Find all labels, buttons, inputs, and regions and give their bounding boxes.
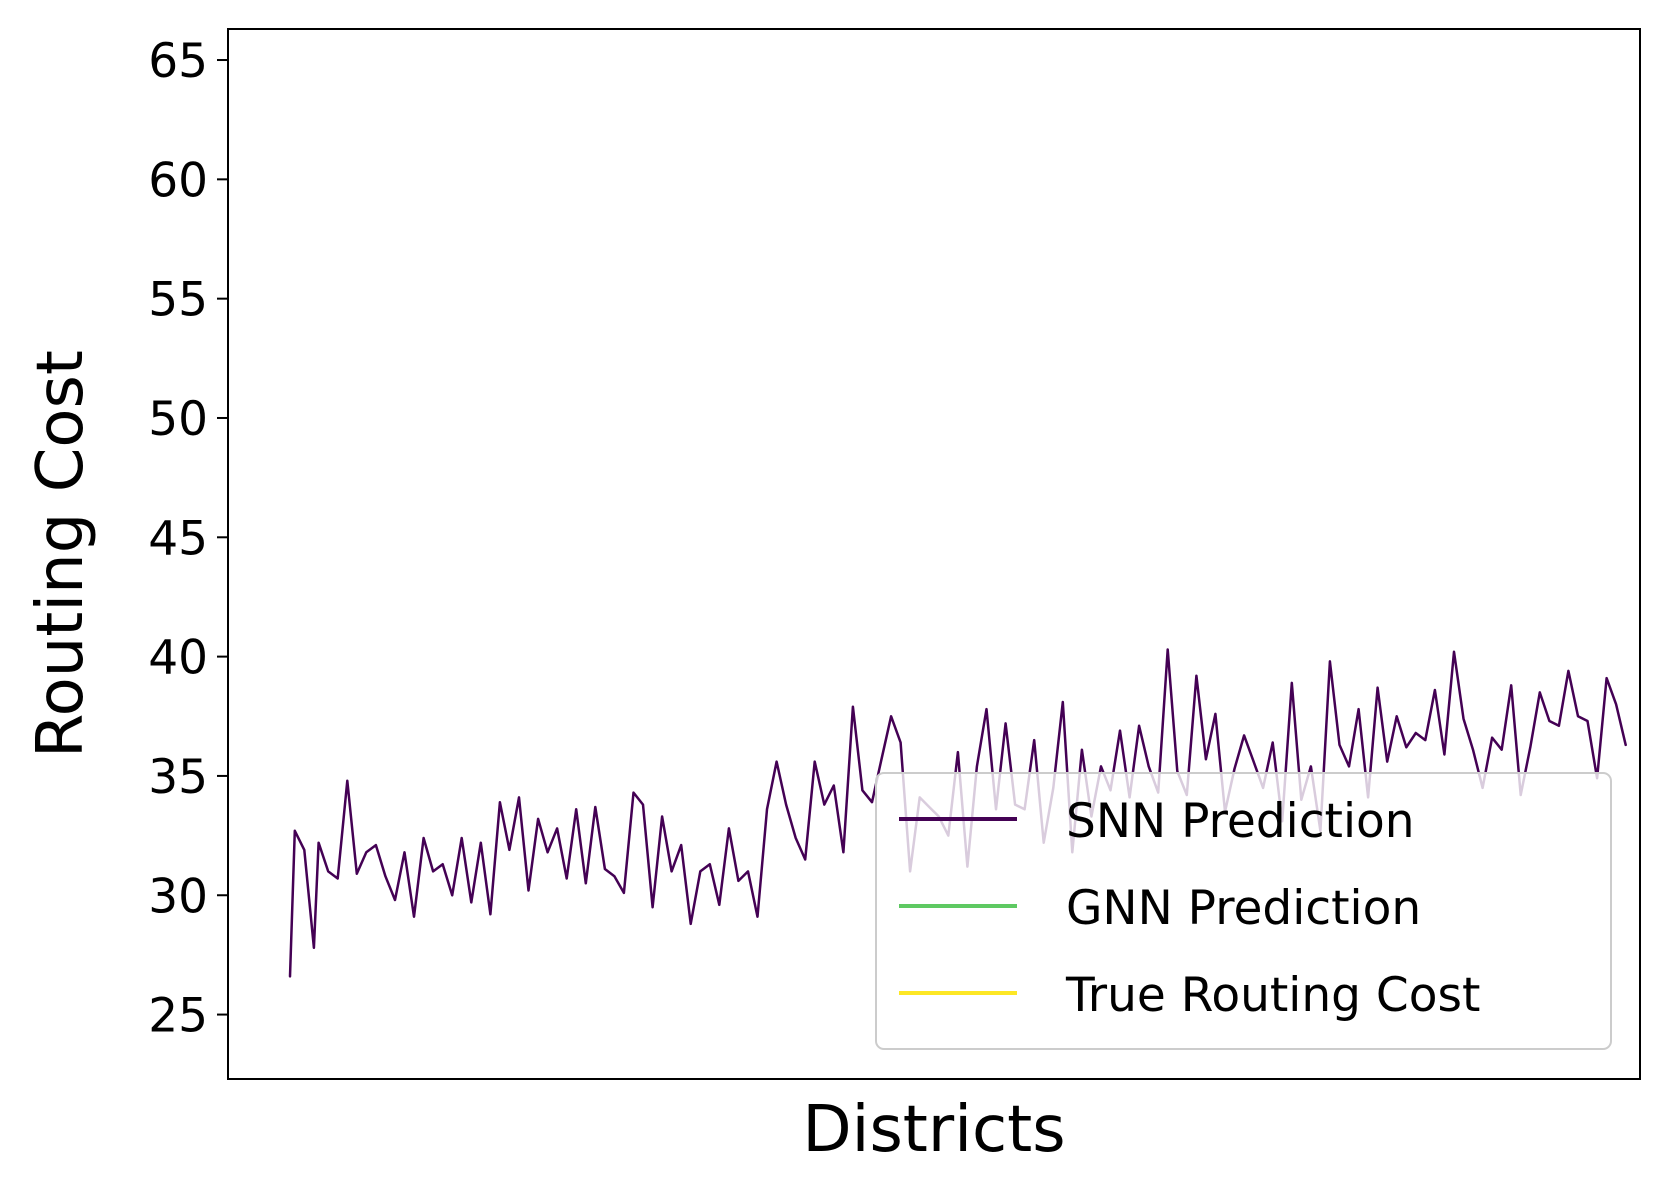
legend-box xyxy=(875,772,1612,1050)
y-tick-label: 30 xyxy=(148,869,208,924)
y-tick-label: 45 xyxy=(148,511,208,566)
y-tick-label: 50 xyxy=(148,392,208,447)
plot-frame xyxy=(227,28,1641,1080)
y-tick-label: 25 xyxy=(148,989,208,1044)
y-tick-label: 55 xyxy=(148,273,208,328)
y-tick-label: 60 xyxy=(148,153,208,208)
x-axis-label: Districts xyxy=(802,1093,1065,1167)
legend-label-snn: SNN Prediction xyxy=(1066,794,1415,849)
legend: SNN Prediction GNN Prediction True Routi… xyxy=(875,772,1612,1050)
y-tick-label: 65 xyxy=(148,34,208,89)
legend-label-gnn: GNN Prediction xyxy=(1066,881,1421,936)
y-tick-label: 35 xyxy=(148,750,208,805)
y-axis-ticks: 25 30 35 40 45 50 55 60 65 xyxy=(148,34,228,1044)
legend-label-true: True Routing Cost xyxy=(1065,968,1480,1023)
y-tick-label: 40 xyxy=(148,631,208,686)
y-axis-label: Routing Cost xyxy=(24,350,98,758)
